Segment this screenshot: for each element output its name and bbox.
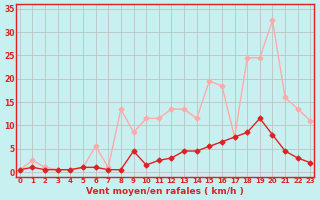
X-axis label: Vent moyen/en rafales ( km/h ): Vent moyen/en rafales ( km/h ) [86,187,244,196]
